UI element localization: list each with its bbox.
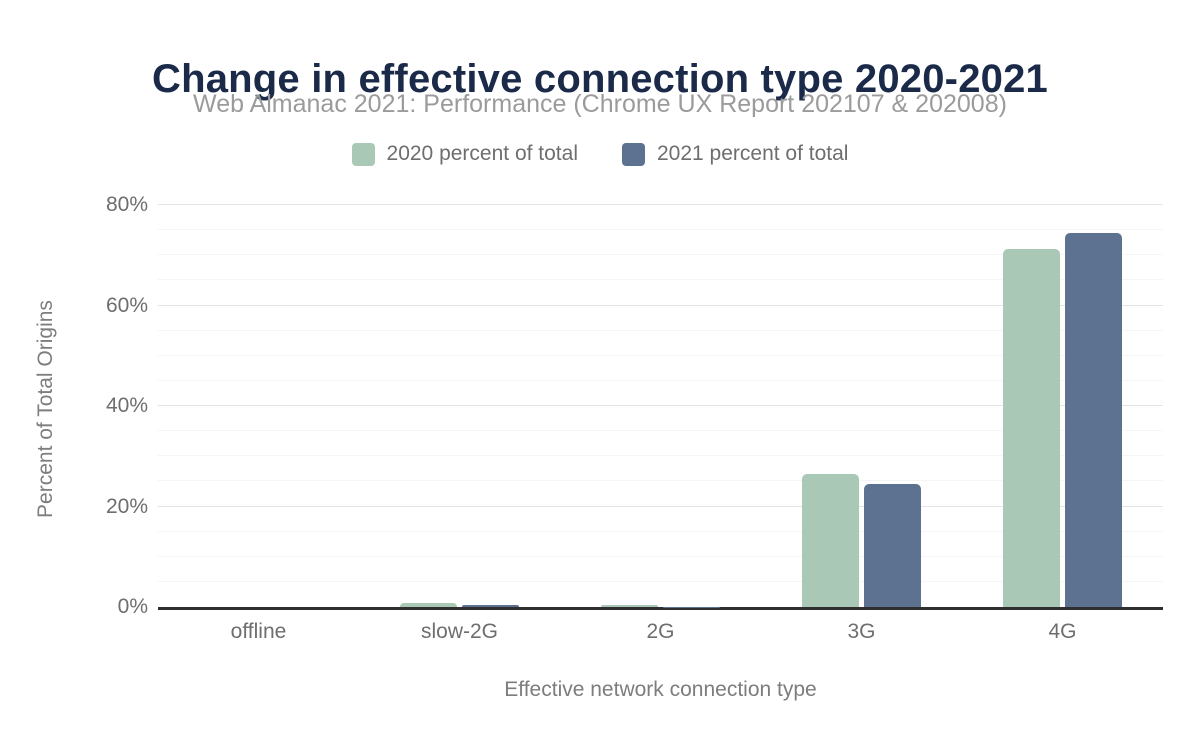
x-axis-title: Effective network connection type [504, 678, 817, 701]
bar-3G-2021 [864, 484, 921, 607]
chart-legend: 2020 percent of total 2021 percent of tot… [0, 140, 1200, 168]
bar-slow-2G-2021 [462, 604, 519, 607]
y-axis-tick-label: 60% [105, 293, 148, 317]
x-axis-tick-label-3G: 3G [847, 620, 876, 643]
gridline-minor [158, 530, 1163, 532]
bar-group-2G [560, 205, 761, 607]
y-axis-tick-label: 0% [117, 595, 148, 618]
legend-label: 2021 percent of total [657, 142, 849, 165]
x-axis-tick-label-2G: 2G [646, 620, 675, 643]
bar-groups [158, 205, 1163, 607]
y-axis-tick-label: 20% [105, 494, 148, 518]
chart-subtitle: Web Almanac 2021: Performance (Chrome UX… [193, 90, 1007, 118]
bar-2G-2021 [663, 606, 720, 607]
legend-item-2021: 2021 percent of total [622, 142, 848, 166]
bar-group-3G [761, 205, 962, 607]
bar-4G-2021 [1065, 233, 1122, 607]
bar-slow-2G-2020 [400, 602, 457, 607]
gridline-minor [158, 229, 1163, 231]
bar-2G-2020 [601, 605, 658, 607]
bar-4G-2020 [1003, 248, 1060, 607]
gridline-minor [158, 254, 1163, 256]
gridline-minor [158, 430, 1163, 432]
gridline-major [158, 405, 1163, 406]
gridline-minor [158, 455, 1163, 457]
legend-label: 2020 percent of total [386, 142, 578, 165]
bar-group-4G [962, 205, 1163, 607]
gridline-minor [158, 580, 1163, 582]
gridline-minor [158, 379, 1163, 381]
y-axis-tick-label: 80% [105, 193, 148, 216]
chart-title: Change in effective connection type 2020… [152, 56, 1048, 101]
legend-swatch-icon [351, 142, 375, 166]
legend-swatch-icon [622, 142, 645, 166]
gridline-major [158, 204, 1163, 205]
legend-item-2020: 2020 percent of total [351, 142, 578, 166]
x-axis-tick-label-offline: offline [230, 620, 287, 643]
bar-3G-2020 [802, 473, 859, 607]
gridline-minor [158, 329, 1163, 331]
x-axis-tick-labels: offline slow-2G 2G 3G 4G [158, 620, 1163, 644]
gridline-major [158, 505, 1163, 507]
bar-group-offline [158, 205, 359, 607]
bar-group-slow-2G [359, 205, 560, 607]
gridline-minor [158, 279, 1163, 281]
plot-area [158, 204, 1163, 610]
gridline-minor [158, 555, 1163, 557]
x-axis-tick-label-4G: 4G [1048, 620, 1077, 643]
y-axis-tick-label: 40% [105, 394, 148, 417]
x-axis-tick-label-slow-2G: slow-2G [420, 620, 499, 643]
gridline-minor [158, 354, 1163, 356]
gridline-major [158, 304, 1163, 306]
gridline-minor [158, 480, 1163, 482]
